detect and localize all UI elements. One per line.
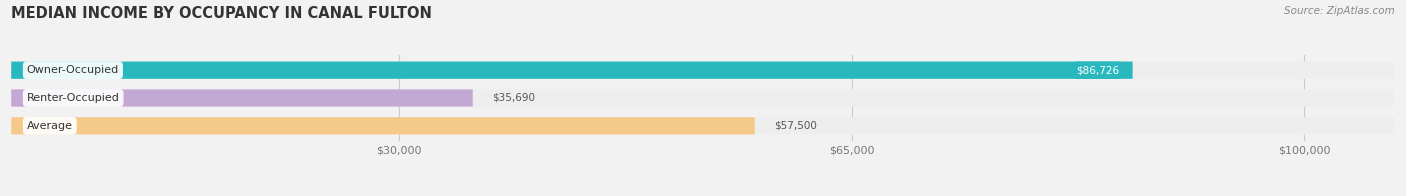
Text: MEDIAN INCOME BY OCCUPANCY IN CANAL FULTON: MEDIAN INCOME BY OCCUPANCY IN CANAL FULT…: [11, 6, 432, 21]
FancyBboxPatch shape: [11, 89, 472, 107]
Text: Average: Average: [27, 121, 73, 131]
FancyBboxPatch shape: [11, 117, 1395, 134]
FancyBboxPatch shape: [11, 89, 1395, 107]
Text: $35,690: $35,690: [492, 93, 536, 103]
Text: Renter-Occupied: Renter-Occupied: [27, 93, 120, 103]
Text: $86,726: $86,726: [1077, 65, 1119, 75]
Text: Source: ZipAtlas.com: Source: ZipAtlas.com: [1284, 6, 1395, 16]
Text: Owner-Occupied: Owner-Occupied: [27, 65, 120, 75]
Text: $57,500: $57,500: [775, 121, 817, 131]
FancyBboxPatch shape: [11, 117, 755, 134]
FancyBboxPatch shape: [11, 62, 1133, 79]
FancyBboxPatch shape: [11, 62, 1395, 79]
